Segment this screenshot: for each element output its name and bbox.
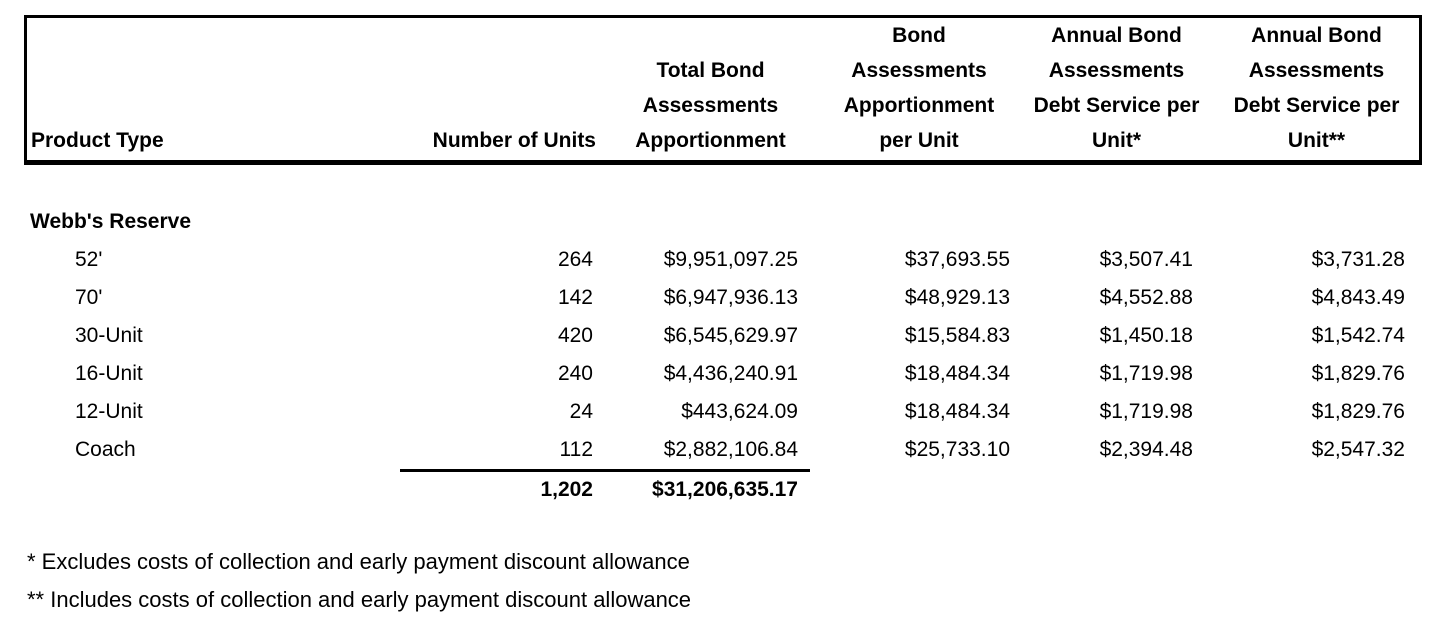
units-cell: 142: [557, 286, 593, 309]
header-line: Assessments: [1048, 59, 1185, 82]
column-header-number-of-units: Number of Units: [403, 18, 608, 160]
total-assessment-cell: $6,947,936.13: [663, 286, 798, 309]
table-row: 16-Unit 240 $4,436,240.91 $18,484.34 $1,…: [24, 355, 1422, 393]
product-type-cell: 30-Unit: [75, 324, 143, 347]
header-line: Assessments: [851, 59, 987, 82]
footnotes: * Excludes costs of collection and early…: [27, 543, 1434, 619]
debt-service-incl-cell: $1,829.76: [1311, 362, 1405, 385]
total-assessment-cell: $2,882,106.84: [663, 438, 798, 461]
table-row: 30-Unit 420 $6,545,629.97 $15,584.83 $1,…: [24, 317, 1422, 355]
header-line: Assessments: [642, 94, 779, 117]
debt-service-incl-cell: $3,731.28: [1311, 248, 1405, 271]
header-line: Product Type: [31, 129, 164, 152]
per-unit-cell: $15,584.83: [904, 324, 1010, 347]
header-line: Debt Service per: [1233, 94, 1400, 117]
total-assessment-sum-cell: $31,206,635.17: [605, 469, 810, 507]
units-cell: 112: [559, 438, 593, 461]
total-assessment-cell: $443,624.09: [681, 400, 798, 423]
group-label: Webb's Reserve: [30, 210, 192, 233]
header-line: Bond: [892, 24, 946, 47]
header-line: Assessments: [1248, 59, 1385, 82]
per-unit-cell: $37,693.55: [904, 248, 1010, 271]
product-type-cell: 16-Unit: [75, 362, 143, 385]
spacer: [24, 165, 1422, 203]
units-cell: 420: [557, 324, 593, 347]
footnote-excludes: * Excludes costs of collection and early…: [27, 549, 690, 574]
table-row: 70' 142 $6,947,936.13 $48,929.13 $4,552.…: [24, 279, 1422, 317]
header-line: Apportionment: [843, 94, 995, 117]
units-cell: 264: [557, 248, 593, 271]
debt-service-excl-cell: $1,719.98: [1099, 400, 1193, 423]
per-unit-cell: $25,733.10: [904, 438, 1010, 461]
header-line: Debt Service per: [1033, 94, 1200, 117]
column-header-bond-assessments-apportionment-per-unit: Bond Assessments Apportionment per Unit: [813, 18, 1025, 160]
header-line: Annual Bond: [1051, 24, 1182, 47]
header-line: Apportionment: [635, 129, 786, 152]
header-line: Total Bond: [656, 59, 765, 82]
header-line: Annual Bond: [1251, 24, 1382, 47]
total-assessment-cell: $9,951,097.25: [663, 248, 798, 271]
debt-service-excl-cell: $1,450.18: [1099, 324, 1193, 347]
per-unit-cell: $18,484.34: [904, 400, 1010, 423]
product-type-cell: 70': [75, 286, 103, 309]
debt-service-incl-cell: $4,843.49: [1311, 286, 1405, 309]
header-line: Unit**: [1287, 129, 1346, 152]
totals-row: 1,202 $31,206,635.17: [24, 469, 1422, 507]
column-header-annual-debt-service-incl: Annual Bond Assessments Debt Service per…: [1208, 18, 1425, 160]
debt-service-incl-cell: $1,542.74: [1311, 324, 1405, 347]
assessment-table: Product Type Number of Units Total Bond …: [24, 0, 1422, 507]
debt-service-excl-cell: $3,507.41: [1099, 248, 1193, 271]
column-header-product-type: Product Type: [27, 18, 403, 160]
units-cell: 24: [569, 400, 593, 423]
total-assessment-cell: $6,545,629.97: [663, 324, 798, 347]
table-header: Product Type Number of Units Total Bond …: [24, 15, 1422, 165]
table-row: 52' 264 $9,951,097.25 $37,693.55 $3,507.…: [24, 241, 1422, 279]
debt-service-incl-cell: $1,829.76: [1311, 400, 1405, 423]
table-row: Coach 112 $2,882,106.84 $25,733.10 $2,39…: [24, 431, 1422, 469]
debt-service-excl-cell: $4,552.88: [1099, 286, 1193, 309]
group-row-webbs-reserve: Webb's Reserve: [24, 203, 1422, 241]
footnote-includes: ** Includes costs of collection and earl…: [27, 587, 692, 612]
total-units-cell: 1,202: [400, 469, 605, 507]
header-line: Unit*: [1092, 129, 1141, 152]
total-assessment-cell: $4,436,240.91: [663, 362, 798, 385]
debt-service-incl-cell: $2,547.32: [1311, 438, 1405, 461]
units-cell: 240: [557, 362, 593, 385]
table-row: 12-Unit 24 $443,624.09 $18,484.34 $1,719…: [24, 393, 1422, 431]
product-type-cell: 52': [75, 248, 103, 271]
product-type-cell: Coach: [75, 438, 136, 461]
product-type-cell: 12-Unit: [75, 400, 143, 423]
header-line: Number of Units: [432, 129, 596, 152]
column-header-annual-debt-service-excl: Annual Bond Assessments Debt Service per…: [1025, 18, 1208, 160]
header-line: per Unit: [879, 129, 959, 152]
per-unit-cell: $18,484.34: [904, 362, 1010, 385]
debt-service-excl-cell: $1,719.98: [1099, 362, 1193, 385]
column-header-total-bond-assessments-apportionment: Total Bond Assessments Apportionment: [608, 18, 813, 160]
debt-service-excl-cell: $2,394.48: [1099, 438, 1193, 461]
per-unit-cell: $48,929.13: [904, 286, 1010, 309]
